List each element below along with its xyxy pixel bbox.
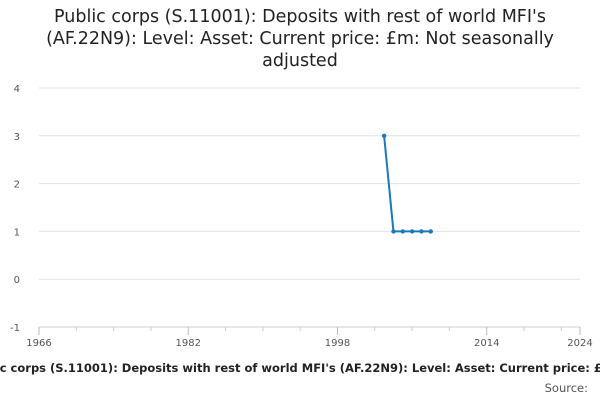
data-point: [419, 229, 424, 234]
chart-title-line-2: (AF.22N9): Level: Asset: Current price: …: [46, 29, 554, 49]
x-tick-label: 1998: [325, 338, 350, 349]
data-point: [428, 229, 433, 234]
chart-title-line-3: adjusted: [262, 51, 338, 71]
x-tick-label: 2014: [474, 338, 499, 349]
x-axis-label-text: Public corps (S.11001): Deposits with re…: [0, 361, 600, 375]
data-point: [400, 229, 405, 234]
chart-title-line-1: Public corps (S.11001): Deposits with re…: [54, 7, 546, 27]
x-tick-label: 1966: [26, 338, 51, 349]
y-tick-label: 0: [14, 275, 20, 286]
y-tick-label: 3: [14, 132, 20, 143]
data-point: [409, 229, 415, 234]
x-tick-label: 2024: [567, 338, 592, 349]
y-tick-label: 4: [14, 84, 20, 95]
data-point: [381, 133, 387, 138]
data-point: [391, 229, 396, 234]
y-tick-label: 1: [14, 227, 20, 238]
x-axis-label: Public corps (S.11001): Deposits with re…: [0, 361, 600, 375]
y-tick-label: -1: [10, 323, 20, 334]
chart-title: Public corps (S.11001): Deposits with re…: [20, 6, 580, 72]
source-label: Source:: [544, 381, 588, 395]
y-tick-label: 2: [14, 180, 20, 191]
x-tick-label: 1982: [176, 338, 201, 349]
